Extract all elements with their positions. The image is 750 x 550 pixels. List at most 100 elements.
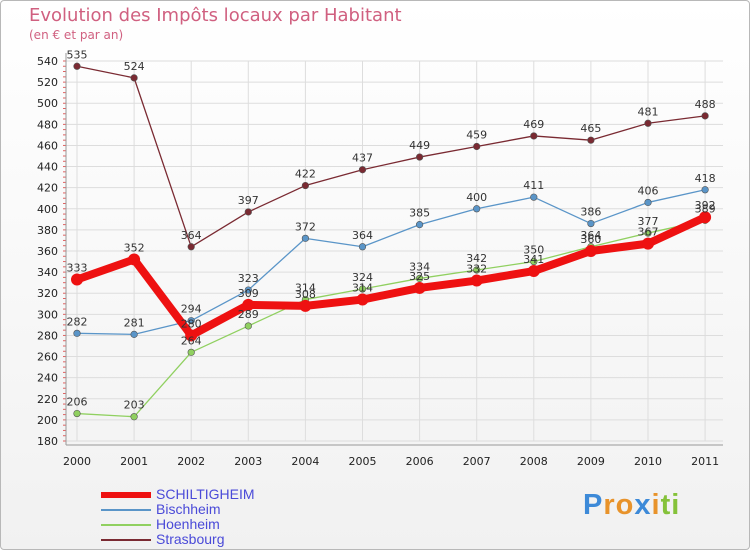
data-label: 352	[124, 241, 145, 254]
x-tick-label: 2008	[520, 455, 548, 468]
data-point	[71, 273, 83, 286]
data-point	[413, 281, 426, 294]
data-point	[130, 74, 138, 82]
data-point	[128, 253, 141, 266]
data-point	[73, 329, 81, 337]
data-point	[73, 62, 81, 70]
data-label: 418	[695, 172, 716, 185]
data-label: 364	[352, 229, 373, 242]
data-label: 459	[466, 129, 487, 142]
chart-subtitle: (en € et par an)	[29, 28, 124, 42]
data-point	[473, 205, 481, 213]
proxiti-logo: Proxiti	[583, 489, 680, 522]
data-label: 264	[181, 334, 202, 347]
data-label: 309	[238, 287, 259, 300]
data-label: 535	[67, 48, 88, 61]
data-point	[301, 234, 310, 242]
logo-letter: P	[583, 489, 604, 521]
data-point	[301, 181, 310, 190]
y-tick-label: 200	[37, 414, 58, 427]
data-point	[701, 186, 709, 194]
data-label: 308	[295, 288, 316, 301]
data-point	[187, 348, 195, 356]
legend-label-strasbourg: Strasbourg	[156, 531, 225, 547]
data-label: 314	[295, 282, 316, 295]
logo-letter: i	[651, 489, 661, 521]
data-point	[473, 142, 481, 151]
data-point	[584, 245, 597, 257]
legend-item-strasbourg[interactable]: Strasbourg	[101, 531, 321, 547]
data-label: 314	[352, 282, 373, 295]
data-label: 334	[409, 260, 430, 273]
y-tick-label: 260	[37, 351, 58, 364]
y-tick-label: 320	[37, 287, 58, 300]
series-line	[76, 219, 706, 418]
data-point	[587, 136, 595, 144]
legend-item-schiltigheim[interactable]: SCHILTIGHEIM	[101, 486, 321, 502]
data-label: 324	[352, 271, 373, 284]
data-label: 481	[638, 105, 659, 118]
data-label: 280	[181, 317, 202, 330]
data-point	[470, 274, 483, 287]
legend-swatch-strasbourg	[101, 539, 151, 541]
data-label: 411	[523, 179, 544, 192]
data-point	[701, 112, 709, 120]
data-point	[130, 413, 138, 421]
logo-letter: r	[603, 489, 616, 521]
data-label: 406	[638, 184, 659, 197]
y-tick-label: 400	[37, 203, 58, 216]
y-tick-label: 180	[37, 435, 58, 448]
series-line	[73, 213, 710, 340]
series-line	[76, 65, 706, 248]
axis-layer: 180 200 220 240 260 280 300 320 340 360 380 400 420 4…	[37, 53, 723, 468]
y-tick-label: 300	[37, 308, 58, 321]
y-tick-label: 480	[37, 118, 58, 131]
data-point	[644, 119, 652, 127]
data-point	[642, 237, 654, 250]
data-point	[358, 243, 367, 251]
data-label: 333	[67, 262, 88, 275]
y-tick-label: 240	[37, 372, 58, 385]
y-tick-label: 220	[37, 393, 58, 406]
data-label: 342	[466, 252, 487, 265]
legend-label-bischheim: Bischheim	[156, 501, 221, 517]
grid-layer	[66, 60, 723, 442]
data-point	[527, 265, 540, 278]
data-label: 203	[124, 399, 145, 412]
data-point	[299, 299, 312, 312]
data-label: 449	[409, 139, 430, 152]
legend-swatch-hoenheim	[101, 524, 151, 526]
data-label: 386	[580, 206, 601, 219]
data-point	[244, 208, 252, 216]
y-tick-label: 540	[37, 55, 58, 68]
data-label: 465	[580, 122, 601, 135]
data-label: 289	[238, 308, 259, 321]
data-label: 372	[295, 220, 316, 233]
data-point	[699, 211, 712, 224]
y-tick-label: 360	[37, 245, 58, 258]
data-point	[73, 409, 81, 418]
data-point	[244, 322, 252, 330]
logo-letter: o	[615, 489, 635, 521]
x-tick-label: 2009	[577, 455, 605, 468]
data-point	[187, 317, 195, 325]
x-tick-label: 2003	[234, 455, 262, 468]
y-tick-label: 340	[37, 266, 58, 279]
data-label: 323	[238, 272, 259, 285]
data-point	[244, 286, 252, 294]
legend-item-bischheim[interactable]: Bischheim	[101, 501, 321, 517]
legend-item-hoenheim[interactable]: Hoenheim	[101, 516, 321, 532]
y-tick-label: 380	[37, 224, 58, 237]
data-label: 385	[409, 207, 430, 220]
x-tick-label: 2002	[177, 455, 205, 468]
data-label: 524	[124, 60, 145, 73]
y-tick-label: 500	[37, 97, 58, 110]
data-label: 206	[67, 396, 88, 409]
data-label: 294	[181, 303, 202, 316]
legend-label-hoenheim: Hoenheim	[156, 516, 220, 532]
data-label: 325	[409, 270, 430, 283]
data-label: 397	[238, 194, 259, 207]
series-layer	[71, 62, 712, 421]
data-point	[358, 285, 367, 293]
